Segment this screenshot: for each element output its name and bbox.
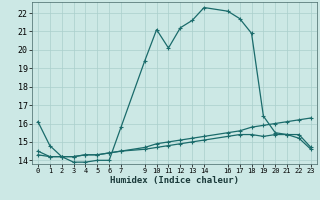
X-axis label: Humidex (Indice chaleur): Humidex (Indice chaleur)	[110, 176, 239, 185]
